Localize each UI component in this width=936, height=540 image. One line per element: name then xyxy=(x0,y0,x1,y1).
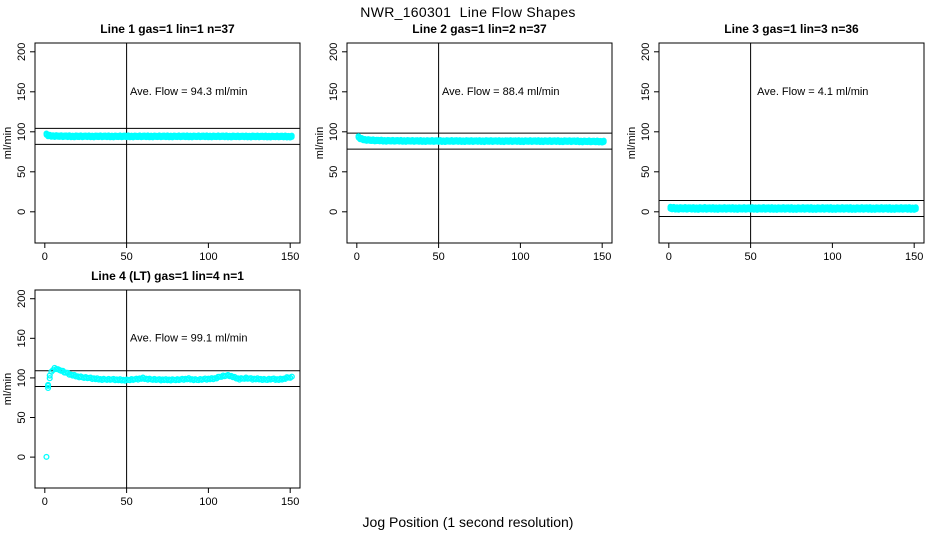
y-tick-label: 150 xyxy=(640,83,652,101)
x-tick-label: 150 xyxy=(905,251,923,263)
data-points xyxy=(355,133,607,146)
data-point xyxy=(43,453,50,460)
y-tick-label: 100 xyxy=(16,123,28,141)
ave-flow-annotation: Ave. Flow = 88.4 ml/min xyxy=(442,86,559,98)
x-tick-label: 100 xyxy=(199,496,217,508)
subplot-title: Line 4 (LT) gas=1 lin=4 n=1 xyxy=(91,269,244,283)
x-tick-label: 0 xyxy=(42,496,48,508)
subplot-line4: Line 4 (LT) gas=1 lin=4 n=1 0 50 100 150 0 50 1… xyxy=(2,269,301,508)
y-tick-label: 100 xyxy=(16,369,28,387)
y-tick-label: 200 xyxy=(16,290,28,308)
subplot-title: Line 2 gas=1 lin=2 n=37 xyxy=(412,22,547,36)
subplot-line2: Line 2 gas=1 lin=2 n=37 0 50 100 150 0 50 100 15… xyxy=(314,22,613,263)
plot-frame xyxy=(658,42,925,244)
y-tick-label: 0 xyxy=(16,454,28,460)
x-tick-label: 150 xyxy=(281,496,299,508)
y-tick-label: 50 xyxy=(16,166,28,178)
data-point xyxy=(46,375,53,382)
y-tick-label: 0 xyxy=(640,209,652,215)
plot-frame xyxy=(34,289,301,489)
subplot-title: Line 3 gas=1 lin=3 n=36 xyxy=(724,22,859,36)
y-tick-label: 200 xyxy=(640,43,652,61)
data-point xyxy=(912,204,919,211)
x-tick-label: 100 xyxy=(511,251,529,263)
ave-flow-annotation: Ave. Flow = 4.1 ml/min xyxy=(757,86,868,98)
y-axis-unit-label: ml/min xyxy=(626,127,638,159)
ave-flow-annotation: Ave. Flow = 99.1 ml/min xyxy=(130,332,247,344)
data-point xyxy=(231,373,238,380)
x-tick-label: 150 xyxy=(593,251,611,263)
x-tick-label: 100 xyxy=(823,251,841,263)
y-axis-unit-label: ml/min xyxy=(314,127,326,159)
subplot-title: Line 1 gas=1 lin=1 n=37 xyxy=(100,22,235,36)
y-tick-label: 0 xyxy=(16,209,28,215)
figure-title: NWR_160301 Line Flow Shapes xyxy=(360,4,576,20)
x-tick-label: 50 xyxy=(432,251,444,263)
data-point xyxy=(45,384,52,392)
y-tick-label: 50 xyxy=(640,166,652,178)
y-tick-label: 200 xyxy=(16,43,28,61)
data-points xyxy=(43,364,295,460)
y-tick-label: 100 xyxy=(328,123,340,141)
y-tick-label: 50 xyxy=(328,166,340,178)
data-point xyxy=(45,382,52,389)
y-tick-label: 150 xyxy=(328,83,340,101)
data-point xyxy=(288,132,295,139)
x-tick-label: 0 xyxy=(42,251,48,263)
y-tick-label: 150 xyxy=(16,329,28,347)
y-tick-label: 100 xyxy=(640,123,652,141)
subplot-line3: Line 3 gas=1 lin=3 n=36 0 50 100 150 0 50 100 15… xyxy=(626,22,925,263)
y-tick-label: 200 xyxy=(328,43,340,61)
x-tick-label: 100 xyxy=(199,251,217,263)
x-tick-label: 150 xyxy=(281,251,299,263)
subplot-line1: Line 1 gas=1 lin=1 n=37 0 50 100 150 0 50 100 15… xyxy=(2,22,301,263)
data-points xyxy=(667,203,919,213)
x-tick-label: 0 xyxy=(354,251,360,263)
x-tick-label: 50 xyxy=(120,496,132,508)
x-axis-label: Jog Position (1 second resolution) xyxy=(362,514,574,530)
x-tick-label: 50 xyxy=(744,251,756,263)
y-tick-label: 0 xyxy=(328,209,340,215)
y-axis-unit-label: ml/min xyxy=(2,127,14,159)
data-point xyxy=(600,137,607,144)
data-points xyxy=(43,130,295,141)
plot-frame xyxy=(346,42,613,244)
ave-flow-annotation: Ave. Flow = 94.3 ml/min xyxy=(130,86,247,98)
y-axis-unit-label: ml/min xyxy=(2,373,14,405)
y-tick-label: 150 xyxy=(16,83,28,101)
y-tick-label: 50 xyxy=(16,411,28,423)
plot-frame xyxy=(34,42,301,244)
x-tick-label: 50 xyxy=(120,251,132,263)
x-tick-label: 0 xyxy=(666,251,672,263)
data-point xyxy=(288,373,295,380)
